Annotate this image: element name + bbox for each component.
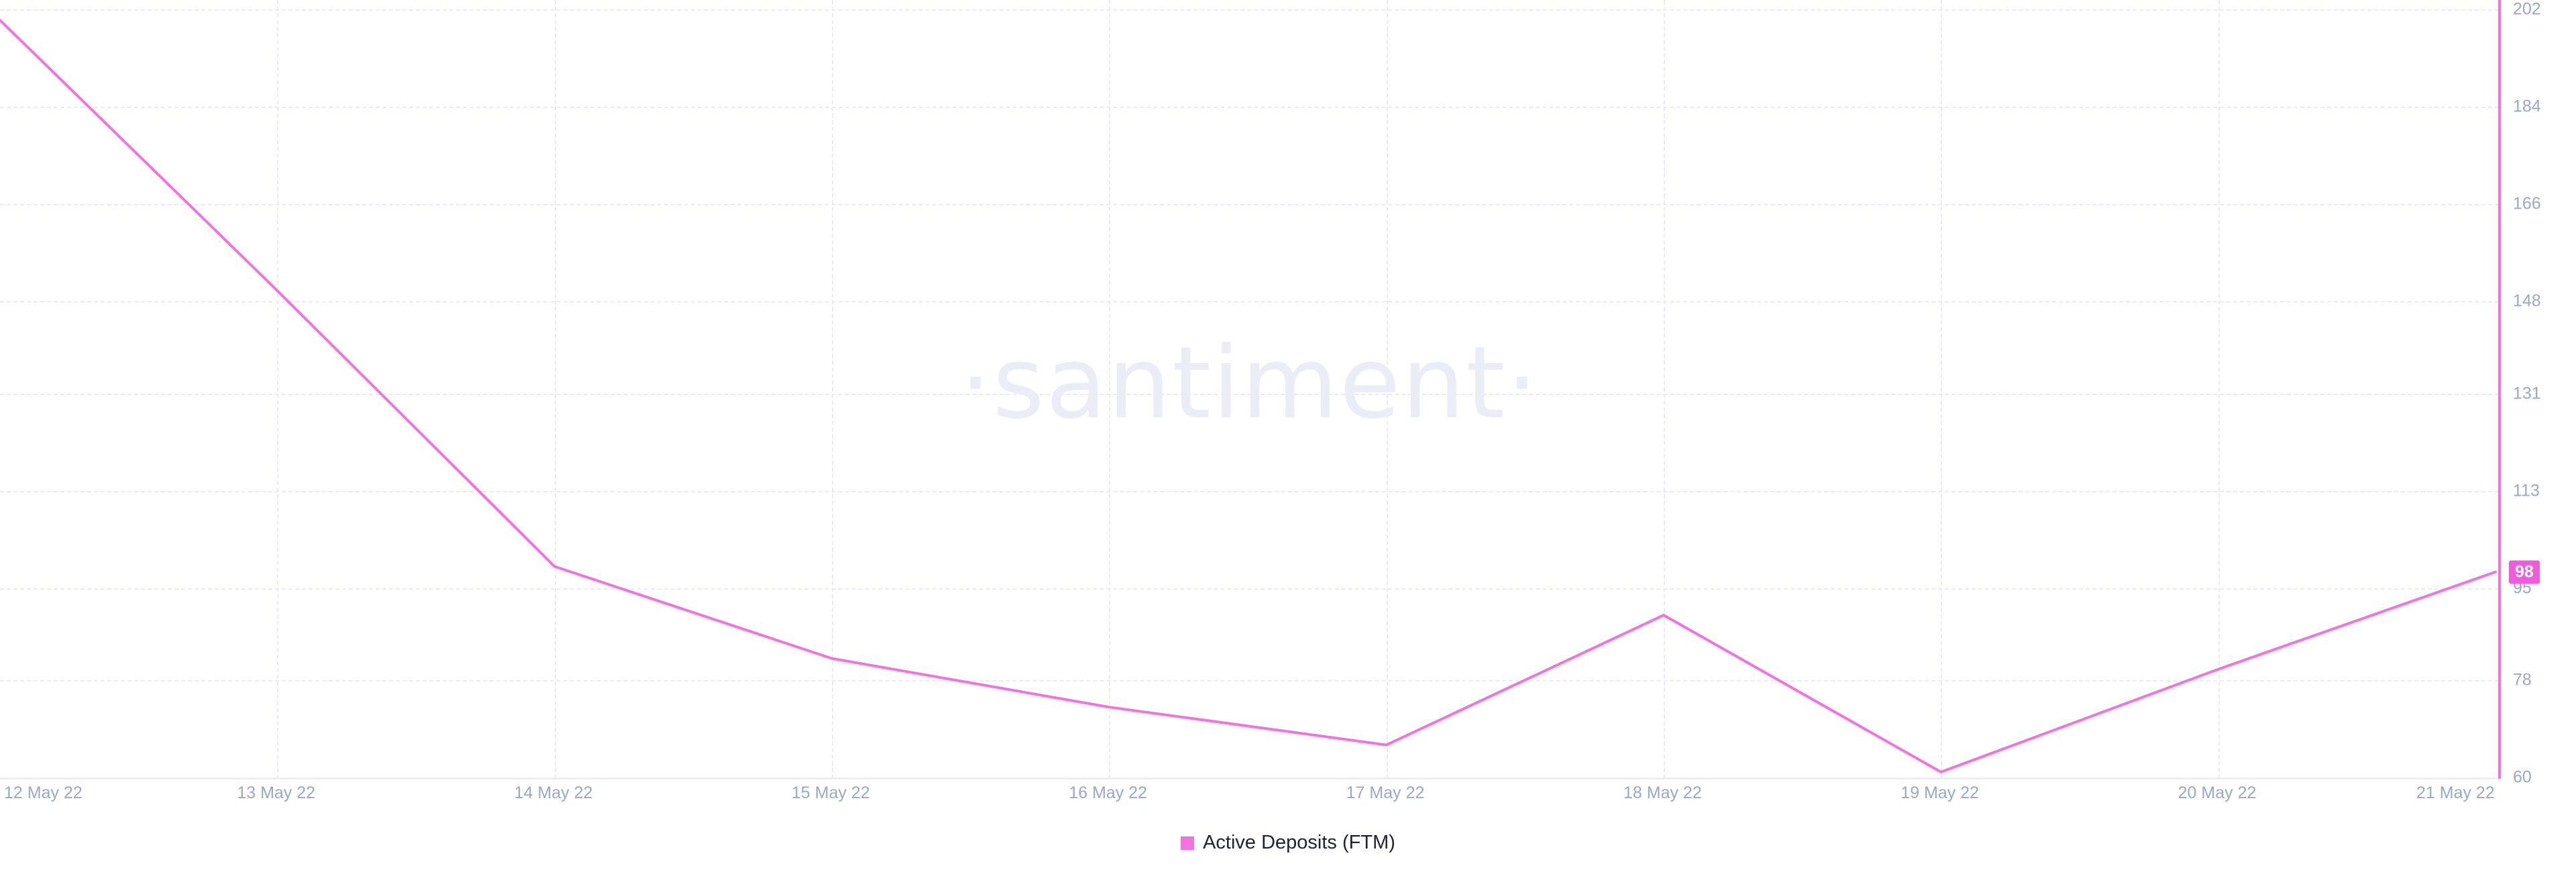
x-axis-tick-label: 17 May 22	[1346, 783, 1425, 802]
y-axis-tick-label: 202	[2513, 0, 2541, 19]
y-axis-line	[2498, 0, 2501, 779]
x-axis-tick-label: 18 May 22	[1623, 783, 1702, 802]
y-axis-tick-label: 113	[2513, 481, 2540, 500]
x-axis-tick-label: 20 May 22	[2178, 783, 2257, 802]
gridline-vertical	[1664, 0, 1665, 779]
gridline-vertical	[2218, 0, 2220, 779]
y-axis-tick-label: 148	[2513, 291, 2541, 311]
x-axis-line	[0, 778, 2499, 779]
gridline-horizontal	[0, 301, 2499, 303]
legend-swatch-icon	[1181, 836, 1195, 850]
gridline-vertical	[1386, 0, 1388, 779]
gridline-vertical	[554, 0, 556, 779]
x-axis-tick-label: 15 May 22	[792, 783, 870, 802]
x-axis-tick-label: 19 May 22	[1900, 783, 1980, 802]
y-axis-tick-label: 184	[2513, 97, 2541, 116]
plot-area[interactable]	[0, 0, 2499, 779]
x-axis-tick-label: 21 May 22	[2416, 783, 2495, 802]
series-polyline	[0, 19, 2497, 773]
current-value-badge: 98	[2509, 560, 2540, 584]
y-axis-tick-label: 166	[2513, 194, 2541, 213]
x-axis-tick-label: 13 May 22	[237, 783, 316, 802]
y-axis-tick-label: 131	[2513, 384, 2541, 402]
chart-legend: Active Deposits (FTM)	[0, 832, 2576, 854]
gridline-vertical	[1109, 0, 1111, 779]
legend-item-label: Active Deposits (FTM)	[1203, 832, 1395, 853]
gridline-vertical	[277, 0, 279, 779]
gridline-vertical	[1941, 0, 1943, 779]
y-axis-tick-label: 60	[2513, 767, 2532, 787]
gridline-horizontal	[0, 204, 2499, 206]
series-line-active-deposits	[0, 19, 2497, 773]
legend-item-active-deposits[interactable]: Active Deposits (FTM)	[1181, 832, 1395, 854]
x-axis-tick-label: 16 May 22	[1069, 783, 1148, 802]
y-axis-tick-label: 78	[2513, 670, 2532, 690]
gridline-horizontal	[0, 588, 2499, 590]
gridline-horizontal	[0, 490, 2499, 492]
gridline-horizontal	[0, 679, 2499, 682]
gridline-horizontal	[0, 107, 2499, 109]
gridline-horizontal	[0, 393, 2499, 395]
gridline-horizontal	[0, 9, 2499, 11]
x-axis-tick-label: 14 May 22	[514, 783, 593, 802]
x-axis-tick-label: 12 May 22	[4, 783, 83, 802]
gridline-vertical	[832, 0, 833, 779]
